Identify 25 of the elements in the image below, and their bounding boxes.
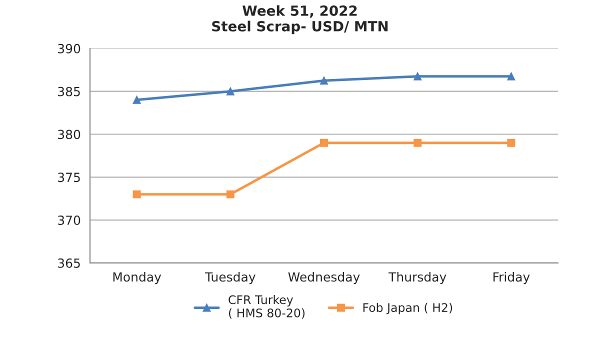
x-tick-label: Tuesday xyxy=(204,272,256,284)
y-tick-label: 380 xyxy=(58,130,80,140)
point xyxy=(226,190,234,198)
point xyxy=(414,138,422,147)
chart-subtitle: Steel Scrap- USD/ MTN xyxy=(212,20,388,34)
chart-title: Week 51, 2022 xyxy=(242,5,357,18)
y-tick-label: 385 xyxy=(58,86,80,96)
x-tick-label: Monday xyxy=(113,272,162,284)
point xyxy=(414,72,422,80)
point xyxy=(507,138,516,147)
x-tick-label: Wednesday xyxy=(288,272,360,284)
point xyxy=(320,138,328,147)
y-tick-label: 365 xyxy=(58,258,80,268)
y-tick-label: 390 xyxy=(58,44,80,54)
y-tick-label: 375 xyxy=(58,172,80,182)
x-tick-label: Friday xyxy=(493,272,530,284)
point xyxy=(132,190,141,198)
point xyxy=(226,87,234,96)
point xyxy=(320,76,328,85)
legend-label: CFR Turkey ( HMS 80-20) xyxy=(228,295,305,319)
point xyxy=(132,96,141,104)
legend-label: Fob Japan ( H2) xyxy=(363,302,452,314)
y-tick-label: 370 xyxy=(58,216,80,225)
point xyxy=(507,72,516,80)
x-tick-label: Thursday xyxy=(388,272,446,284)
